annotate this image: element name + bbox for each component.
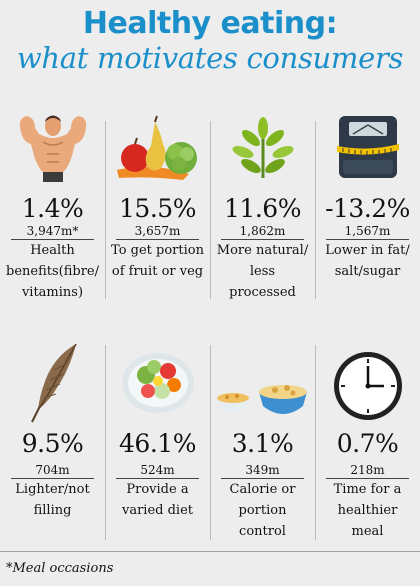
- motivation-label: Health benefits(fibre/ vitamins): [6, 243, 99, 300]
- title-line-2: what motivates consumers: [16, 41, 404, 75]
- salad-plate-icon: [105, 345, 210, 425]
- cereal-bowls-icon: [210, 378, 315, 423]
- percent-value: 9.5%: [21, 429, 84, 458]
- motivation-label: Calorie or portion control: [229, 482, 296, 539]
- title-line-1: Healthy eating:: [82, 6, 338, 41]
- column-divider: [315, 121, 316, 299]
- column-divider: [210, 345, 211, 540]
- percent-value: 0.7%: [336, 429, 399, 458]
- motivation-label: Provide a varied diet: [121, 482, 193, 518]
- motivation-item-fruit-veg: 15.5% 3,657m To get portion of fruit or …: [105, 0, 210, 300]
- motivation-label: Time for a healthier meal: [333, 482, 402, 539]
- column-divider: [210, 121, 211, 299]
- plant-sprout-icon: [210, 112, 315, 182]
- motivation-item-lighter: 9.5% 704m Lighter/not filling: [0, 0, 105, 545]
- motivation-item-healthier-meal: 0.7% 218m Time for a healthier meal: [315, 0, 420, 545]
- bodybuilder-icon: [0, 112, 105, 182]
- value-underline: [221, 239, 304, 240]
- value-underline: [326, 478, 409, 479]
- clock-icon: [315, 350, 420, 425]
- page-title: Healthy eating: what motivates consumers: [0, 8, 420, 76]
- percent-value: 3.1%: [231, 429, 294, 458]
- column-divider: [315, 345, 316, 540]
- footer-divider: [0, 551, 420, 552]
- motivation-label: To get portion of fruit or veg: [111, 243, 204, 279]
- motivation-label: More natural/ less processed: [216, 243, 309, 300]
- percent-value: 11.6%: [224, 194, 301, 223]
- motivation-label: Lighter/not filling: [15, 482, 90, 518]
- column-divider: [105, 345, 106, 540]
- motivation-item-portion-control: 3.1% 349m Calorie or portion control: [210, 0, 315, 545]
- volume-value: 1,567m: [344, 224, 391, 238]
- feather-icon: [0, 340, 105, 425]
- volume-value: 1,862m: [239, 224, 286, 238]
- motivation-item-natural: 11.6% 1,862m More natural/ less processe…: [210, 0, 315, 300]
- volume-value: 704m: [35, 463, 70, 477]
- value-underline: [11, 478, 94, 479]
- fruit-veg-icon: [105, 112, 210, 182]
- percent-value: 46.1%: [119, 429, 196, 458]
- motivation-item-health-benefits: 1.4% 3,947m* Health benefits(fibre/ vita…: [0, 0, 105, 300]
- volume-value: 3,657m: [134, 224, 181, 238]
- footnote: *Meal occasions: [6, 561, 114, 576]
- column-divider: [105, 121, 106, 299]
- motivation-item-lower-fat: -13.2% 1,567m Lower in fat/ salt/sugar: [315, 0, 420, 300]
- motivation-item-varied-diet: 46.1% 524m Provide a varied diet: [105, 0, 210, 545]
- value-underline: [221, 478, 304, 479]
- volume-value: 3,947m*: [26, 224, 79, 238]
- value-underline: [11, 239, 94, 240]
- motivation-label: Lower in fat/ salt/sugar: [325, 243, 410, 279]
- value-underline: [116, 239, 199, 240]
- bathroom-scale-icon: [315, 112, 420, 182]
- volume-value: 218m: [350, 463, 385, 477]
- value-underline: [116, 478, 199, 479]
- percent-value: -13.2%: [325, 194, 410, 223]
- value-underline: [326, 239, 409, 240]
- volume-value: 349m: [245, 463, 280, 477]
- percent-value: 15.5%: [119, 194, 196, 223]
- percent-value: 1.4%: [21, 194, 84, 223]
- volume-value: 524m: [140, 463, 175, 477]
